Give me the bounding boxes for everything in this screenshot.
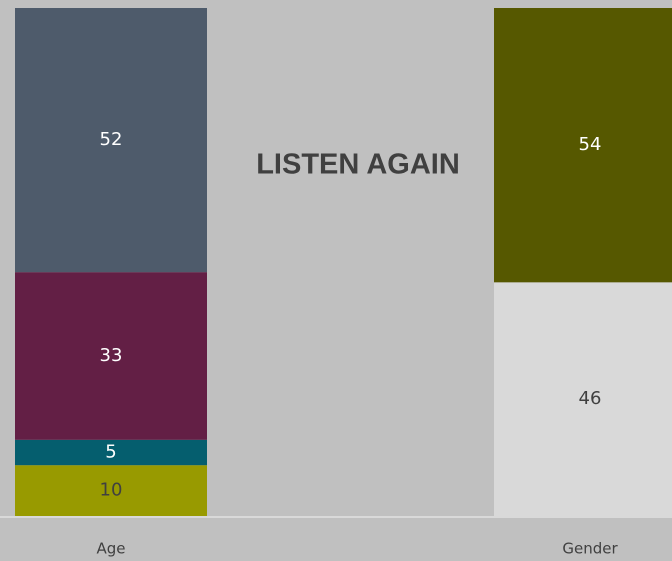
data-label: 33	[100, 345, 123, 366]
annotation: LISTEN AGAIN	[256, 149, 460, 181]
data-label: 10	[100, 480, 123, 501]
bar-segment	[15, 8, 207, 273]
x-tick-label: Gender	[562, 540, 618, 558]
data-label: 46	[579, 388, 602, 409]
bar-segment	[15, 272, 207, 440]
data-label: 5	[105, 442, 116, 463]
data-label: 54	[579, 134, 602, 155]
x-tick-label: Age	[96, 540, 125, 558]
bar-segment	[15, 439, 207, 466]
data-label: 52	[100, 129, 123, 150]
bar-segment	[494, 8, 672, 283]
bar-segment	[494, 282, 672, 516]
bar-segment	[15, 465, 207, 516]
